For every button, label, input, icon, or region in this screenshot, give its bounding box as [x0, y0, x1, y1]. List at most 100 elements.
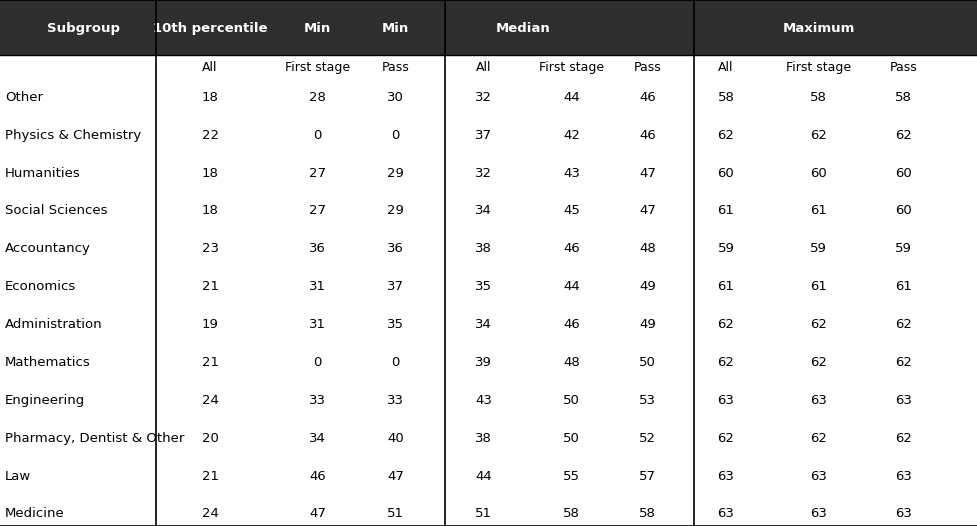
Text: 39: 39 — [475, 356, 492, 369]
Text: 43: 43 — [475, 394, 492, 407]
Text: 34: 34 — [475, 205, 492, 217]
Text: 34: 34 — [309, 432, 326, 444]
Text: 62: 62 — [810, 129, 828, 141]
Text: First stage: First stage — [539, 61, 604, 74]
Text: 61: 61 — [810, 280, 828, 293]
Text: 51: 51 — [387, 508, 404, 520]
Text: 37: 37 — [475, 129, 492, 141]
Text: Physics & Chemistry: Physics & Chemistry — [5, 129, 141, 141]
Text: 46: 46 — [309, 470, 326, 482]
Text: 60: 60 — [717, 167, 735, 179]
Text: 29: 29 — [387, 167, 404, 179]
Text: 63: 63 — [717, 470, 735, 482]
Text: 46: 46 — [563, 242, 580, 255]
Text: 0: 0 — [314, 356, 321, 369]
Text: 21: 21 — [201, 280, 219, 293]
Text: Maximum: Maximum — [783, 23, 855, 35]
Text: 58: 58 — [895, 91, 913, 104]
Text: 38: 38 — [475, 432, 492, 444]
Text: 61: 61 — [717, 205, 735, 217]
Text: Mathematics: Mathematics — [5, 356, 91, 369]
Text: 32: 32 — [475, 91, 492, 104]
Text: Other: Other — [5, 91, 43, 104]
Text: 53: 53 — [639, 394, 657, 407]
Text: 62: 62 — [717, 318, 735, 331]
Text: 33: 33 — [387, 394, 404, 407]
Text: 58: 58 — [810, 91, 828, 104]
Text: 47: 47 — [387, 470, 404, 482]
Text: 24: 24 — [201, 508, 219, 520]
Text: 44: 44 — [563, 280, 580, 293]
Text: 49: 49 — [639, 280, 657, 293]
Text: Law: Law — [5, 470, 31, 482]
Text: 62: 62 — [810, 432, 828, 444]
Text: 42: 42 — [563, 129, 580, 141]
Text: 21: 21 — [201, 470, 219, 482]
Text: 62: 62 — [810, 318, 828, 331]
Text: 27: 27 — [309, 205, 326, 217]
Text: 48: 48 — [563, 356, 580, 369]
Text: Administration: Administration — [5, 318, 103, 331]
Text: Median: Median — [495, 23, 550, 35]
Text: 47: 47 — [639, 167, 657, 179]
Text: 18: 18 — [201, 205, 219, 217]
Text: 10th percentile: 10th percentile — [152, 23, 268, 35]
Text: 21: 21 — [201, 356, 219, 369]
Text: 35: 35 — [475, 280, 492, 293]
Text: Min: Min — [304, 23, 331, 35]
Text: 63: 63 — [895, 470, 913, 482]
Text: 63: 63 — [810, 470, 828, 482]
Text: 55: 55 — [563, 470, 580, 482]
Text: 60: 60 — [810, 167, 828, 179]
Text: 63: 63 — [895, 508, 913, 520]
Text: Economics: Economics — [5, 280, 76, 293]
Text: 43: 43 — [563, 167, 580, 179]
Text: 37: 37 — [387, 280, 404, 293]
Text: 59: 59 — [895, 242, 913, 255]
Text: 18: 18 — [201, 91, 219, 104]
Text: 33: 33 — [309, 394, 326, 407]
Text: 36: 36 — [309, 242, 326, 255]
Text: 62: 62 — [895, 318, 913, 331]
Text: 40: 40 — [387, 432, 404, 444]
Text: First stage: First stage — [786, 61, 851, 74]
Text: Subgroup: Subgroup — [47, 23, 119, 35]
Text: 0: 0 — [392, 129, 400, 141]
Text: 31: 31 — [309, 280, 326, 293]
Text: Accountancy: Accountancy — [5, 242, 91, 255]
Text: 30: 30 — [387, 91, 404, 104]
Text: First stage: First stage — [285, 61, 350, 74]
Text: 22: 22 — [201, 129, 219, 141]
Text: 59: 59 — [717, 242, 735, 255]
Text: 29: 29 — [387, 205, 404, 217]
Text: 60: 60 — [895, 205, 913, 217]
Text: 63: 63 — [717, 508, 735, 520]
Text: Pass: Pass — [382, 61, 409, 74]
Text: All: All — [476, 61, 491, 74]
Text: 24: 24 — [201, 394, 219, 407]
Text: 35: 35 — [387, 318, 404, 331]
Text: 48: 48 — [639, 242, 657, 255]
Text: 0: 0 — [392, 356, 400, 369]
Text: 63: 63 — [810, 508, 828, 520]
Text: 58: 58 — [639, 508, 657, 520]
Text: 62: 62 — [895, 129, 913, 141]
Text: 31: 31 — [309, 318, 326, 331]
Text: 23: 23 — [201, 242, 219, 255]
Text: 46: 46 — [639, 91, 657, 104]
Text: 61: 61 — [717, 280, 735, 293]
Text: 45: 45 — [563, 205, 580, 217]
Text: 51: 51 — [475, 508, 492, 520]
Text: 46: 46 — [639, 129, 657, 141]
Text: All: All — [202, 61, 218, 74]
Text: Pharmacy, Dentist & Other: Pharmacy, Dentist & Other — [5, 432, 185, 444]
Text: Social Sciences: Social Sciences — [5, 205, 107, 217]
Text: 57: 57 — [639, 470, 657, 482]
Text: 44: 44 — [475, 470, 492, 482]
Text: 50: 50 — [563, 394, 580, 407]
Text: All: All — [718, 61, 734, 74]
Text: 0: 0 — [314, 129, 321, 141]
Text: 62: 62 — [717, 129, 735, 141]
Text: 62: 62 — [895, 432, 913, 444]
Text: 49: 49 — [639, 318, 657, 331]
